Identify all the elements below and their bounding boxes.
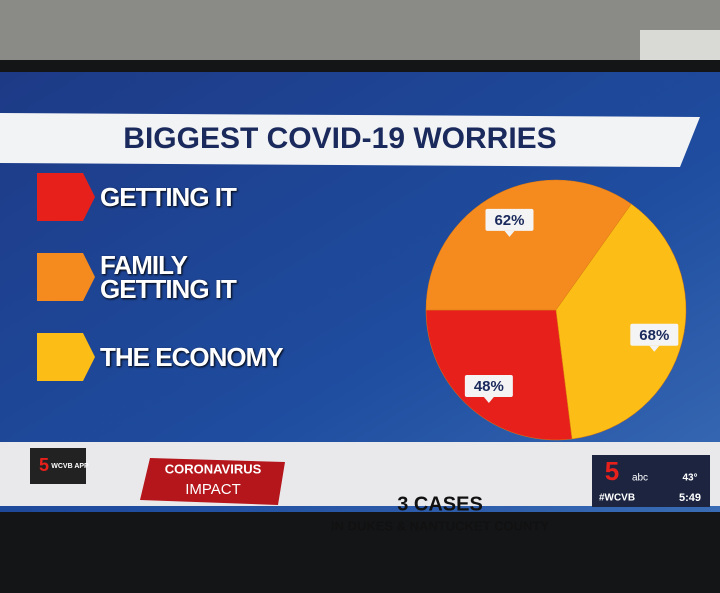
value-label-box xyxy=(630,323,679,346)
legend-pointer xyxy=(83,333,95,381)
chart-title: BIGGEST COVID-19 WORRIES xyxy=(123,122,556,155)
title-banner xyxy=(0,113,700,167)
temperature: 43° xyxy=(682,473,697,484)
legend-pointer xyxy=(83,173,95,221)
hashtag: #WCVB xyxy=(599,493,635,504)
value-label-pointer xyxy=(483,396,494,403)
app-label: WCVB APP xyxy=(51,463,89,470)
pie: 48% 62% 68% xyxy=(425,179,687,441)
value-label-pointer xyxy=(504,230,515,237)
station-channel: 5 xyxy=(605,456,619,486)
value-label-box xyxy=(485,208,534,231)
app-badge xyxy=(30,448,86,484)
legend-label: THE ECONOMY xyxy=(100,342,284,372)
station-box xyxy=(592,455,710,507)
station-network: abc xyxy=(632,473,648,484)
segment-bottom: IMPACT xyxy=(185,481,241,498)
value-label: 68% xyxy=(639,327,669,344)
legend-swatch xyxy=(37,173,83,221)
headline: 3 CASES xyxy=(397,493,483,515)
value-label-pointer xyxy=(649,345,660,352)
value-label: 48% xyxy=(474,378,504,395)
legend-label: GETTING IT xyxy=(100,182,237,212)
legend-label: FAMILY GETTING IT xyxy=(100,250,237,304)
legend-swatch xyxy=(37,333,83,381)
legend-pointer xyxy=(83,253,95,301)
pie-slice xyxy=(425,309,573,441)
subline: IN DUKES & NANTUCKET COUNTY xyxy=(331,518,549,533)
app-channel: 5 xyxy=(39,455,49,475)
value-label-box xyxy=(464,374,513,397)
wall xyxy=(0,0,720,62)
value-label: 62% xyxy=(494,212,524,229)
segment-top: CORONAVIRUS xyxy=(165,461,262,476)
clock: 5:49 xyxy=(679,492,701,504)
segment-tag xyxy=(140,458,285,505)
legend-swatch xyxy=(37,253,83,301)
wall-outlet xyxy=(640,30,720,60)
pie-slice xyxy=(555,203,687,440)
pie-slice xyxy=(425,179,632,311)
